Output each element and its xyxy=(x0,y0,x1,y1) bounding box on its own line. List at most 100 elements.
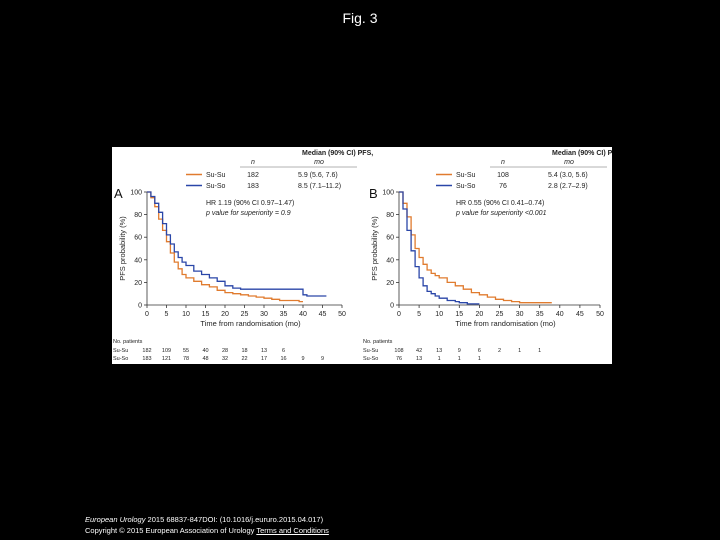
km-curve-su-su xyxy=(147,191,303,303)
x-tick-label: 5 xyxy=(417,311,421,318)
copyright-line: Copyright © 2015 European Association of… xyxy=(85,525,329,536)
figure-panel: A 0 20 40 60 80 100 0 5 10 15 20 25 30 35 40 45 50 Time fr… xyxy=(112,147,612,364)
hazard-ratio-text: HR 0.55 (90% CI 0.41–0.74) xyxy=(456,200,544,207)
x-tick-label: 50 xyxy=(596,311,604,318)
at-risk-value: 1 xyxy=(458,356,461,362)
x-tick-label: 10 xyxy=(182,311,190,318)
at-risk-value: 182 xyxy=(142,348,151,354)
km-curve-su-so xyxy=(147,191,327,297)
at-risk-value: 1 xyxy=(478,356,481,362)
x-tick-label: 5 xyxy=(165,311,169,318)
at-risk-value: 121 xyxy=(162,356,171,362)
at-risk-value: 183 xyxy=(142,356,151,362)
legend-name: Su-Su xyxy=(456,172,476,179)
terms-link[interactable]: Terms and Conditions xyxy=(256,526,329,535)
at-risk-header: No. patients xyxy=(113,339,143,345)
y-tick-label: 20 xyxy=(386,280,394,287)
x-tick-label: 15 xyxy=(202,311,210,318)
at-risk-row-label: Su-Su xyxy=(113,348,128,354)
at-risk-row-label: Su-So xyxy=(363,356,378,362)
legend-n: 183 xyxy=(247,183,259,190)
journal-name: European Urology xyxy=(85,515,146,524)
legend-mo-header: mo xyxy=(314,159,324,166)
y-tick-label: 20 xyxy=(134,280,142,287)
hazard-ratio-text: HR 1.19 (90% CI 0.97–1.47) xyxy=(206,200,294,207)
x-tick-label: 20 xyxy=(476,311,484,318)
x-tick-label: 20 xyxy=(221,311,229,318)
y-tick-label: 100 xyxy=(130,190,142,197)
at-risk-header: No. patients xyxy=(363,339,393,345)
y-tick-label: 60 xyxy=(134,235,142,242)
at-risk-value: 16 xyxy=(280,356,286,362)
x-tick-label: 40 xyxy=(556,311,564,318)
legend-n-header: n xyxy=(251,159,255,166)
at-risk-value: 13 xyxy=(261,348,267,354)
at-risk-value: 108 xyxy=(394,348,403,354)
copyright-text: Copyright © 2015 European Association of… xyxy=(85,526,257,535)
x-tick-label: 35 xyxy=(280,311,288,318)
y-axis-label: PFS probability (%) xyxy=(370,216,379,281)
slide-title: Fig. 3 xyxy=(342,10,378,26)
panel-letter: A xyxy=(114,186,123,201)
y-tick-label: 80 xyxy=(134,212,142,219)
panel-letter: B xyxy=(369,186,378,201)
legend-n: 76 xyxy=(499,183,507,190)
x-tick-label: 10 xyxy=(435,311,443,318)
legend-title: Median (90% CI) PFS, xyxy=(302,150,373,157)
y-tick-label: 0 xyxy=(138,303,142,310)
at-risk-value: 42 xyxy=(416,348,422,354)
y-axis-label: PFS probability (%) xyxy=(118,216,127,281)
y-tick-label: 0 xyxy=(390,303,394,310)
x-tick-label: 25 xyxy=(496,311,504,318)
x-tick-label: 0 xyxy=(397,311,401,318)
y-tick-label: 40 xyxy=(134,257,142,264)
legend-title: Median (90% CI) PFS, xyxy=(552,150,612,157)
km-curve-su-so xyxy=(399,191,480,305)
at-risk-value: 28 xyxy=(222,348,228,354)
x-axis-label: Time from randomisation (mo) xyxy=(200,319,301,328)
citation-line: European Urology 2015 68837-847DOI: (10.… xyxy=(85,514,329,525)
x-tick-label: 50 xyxy=(338,311,346,318)
footer: European Urology 2015 68837-847DOI: (10.… xyxy=(85,514,329,536)
x-tick-label: 40 xyxy=(299,311,307,318)
at-risk-value: 9 xyxy=(458,348,461,354)
at-risk-value: 109 xyxy=(162,348,171,354)
at-risk-value: 1 xyxy=(538,348,541,354)
legend-median: 2.8 (2.7–2.9) xyxy=(548,183,588,190)
citation-text: 2015 68837-847DOI: (10.1016/j.eururo.201… xyxy=(145,515,324,524)
at-risk-value: 9 xyxy=(321,356,324,362)
at-risk-value: 13 xyxy=(416,356,422,362)
at-risk-value: 1 xyxy=(438,356,441,362)
at-risk-value: 55 xyxy=(183,348,189,354)
at-risk-value: 22 xyxy=(241,356,247,362)
y-tick-label: 80 xyxy=(386,212,394,219)
legend-median: 8.5 (7.1–11.2) xyxy=(298,183,341,190)
x-axis-label: Time from randomisation (mo) xyxy=(455,319,556,328)
at-risk-value: 9 xyxy=(301,356,304,362)
x-tick-label: 30 xyxy=(516,311,524,318)
p-value-text: p value for superiority <0.001 xyxy=(455,210,547,217)
legend-name: Su-So xyxy=(456,183,476,190)
at-risk-value: 76 xyxy=(396,356,402,362)
legend-n: 182 xyxy=(247,172,259,179)
at-risk-value: 18 xyxy=(241,348,247,354)
x-tick-label: 35 xyxy=(536,311,544,318)
x-tick-label: 30 xyxy=(260,311,268,318)
p-value-text: p value for superiority = 0.9 xyxy=(205,210,291,217)
at-risk-value: 17 xyxy=(261,356,267,362)
x-tick-label: 45 xyxy=(319,311,327,318)
legend-name: Su-Su xyxy=(206,172,226,179)
at-risk-value: 32 xyxy=(222,356,228,362)
legend-median: 5.9 (5.6, 7.6) xyxy=(298,172,338,179)
legend-n: 108 xyxy=(497,172,509,179)
legend-median: 5.4 (3.0, 5.6) xyxy=(548,172,588,179)
at-risk-value: 48 xyxy=(202,356,208,362)
legend-n-header: n xyxy=(501,159,505,166)
km-curve-su-su xyxy=(399,191,552,304)
y-tick-label: 100 xyxy=(382,190,394,197)
legend-name: Su-So xyxy=(206,183,226,190)
at-risk-value: 78 xyxy=(183,356,189,362)
x-tick-label: 45 xyxy=(576,311,584,318)
at-risk-row-label: Su-Su xyxy=(363,348,378,354)
